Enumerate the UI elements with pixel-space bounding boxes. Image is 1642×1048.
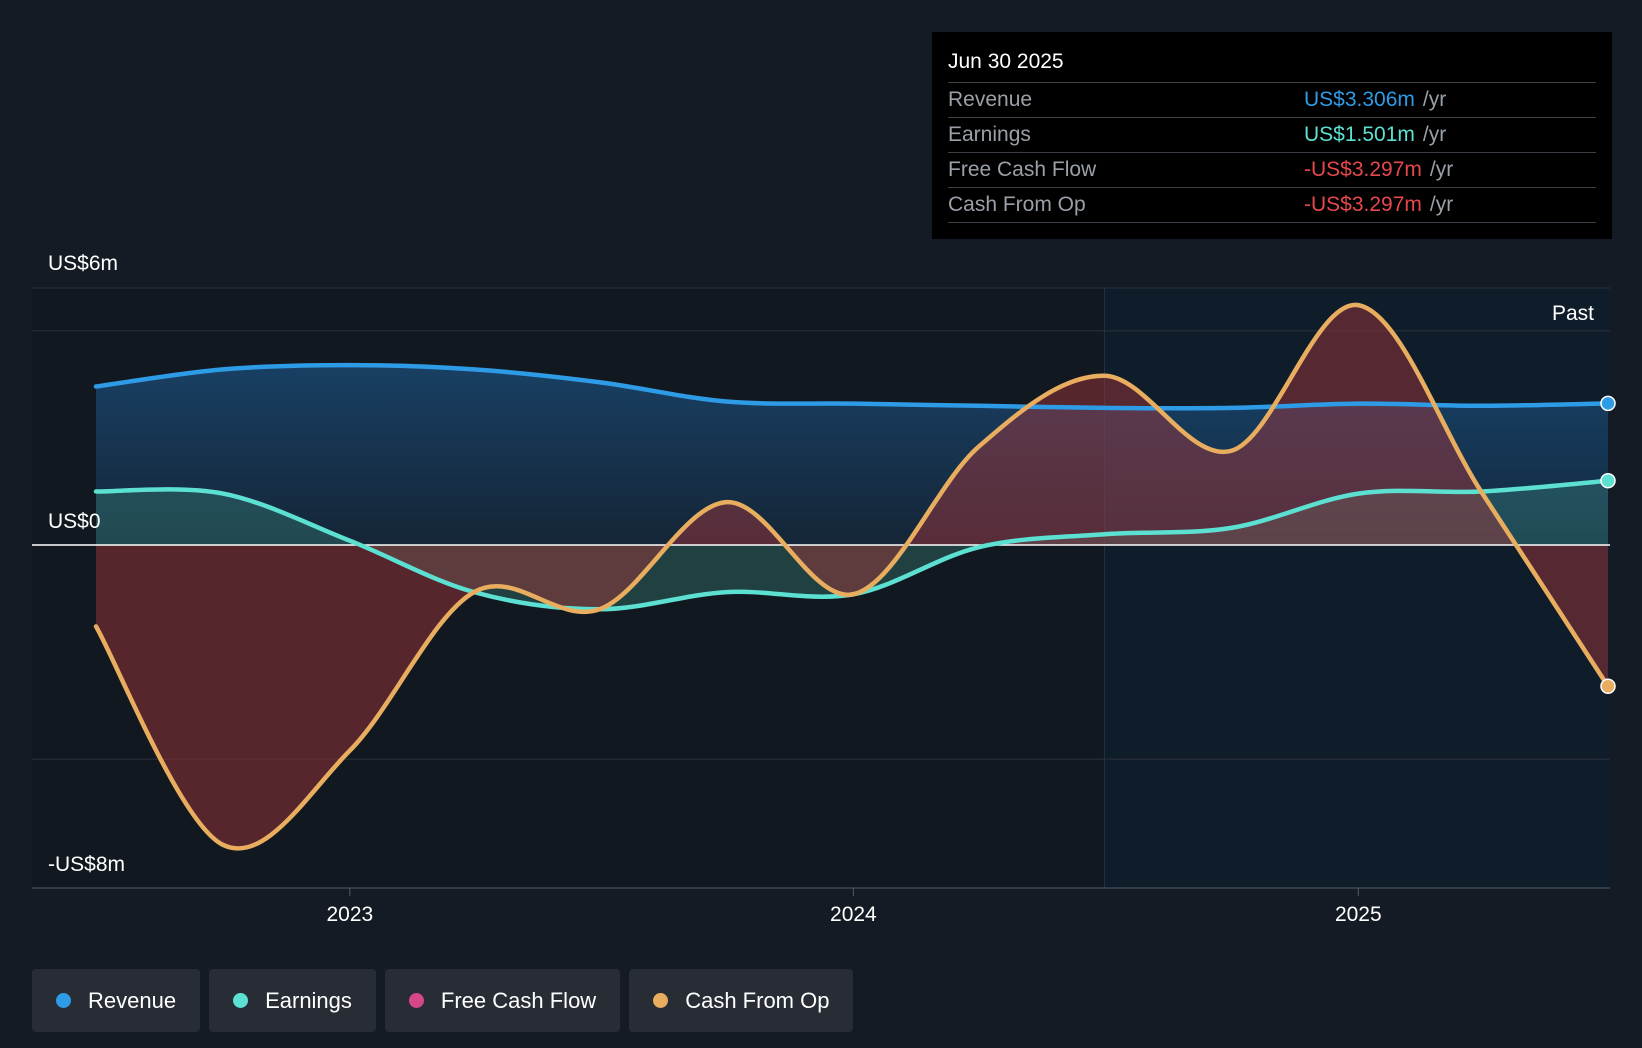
tooltip-row-revenue: Revenue US$3.306m /yr — [948, 83, 1596, 118]
tooltip-unit: /yr — [1429, 193, 1454, 216]
y-label-zero: US$0 — [48, 510, 101, 533]
tooltip-date: Jun 30 2025 — [948, 46, 1596, 83]
y-label-bottom: -US$8m — [48, 853, 126, 876]
legend-label: Free Cash Flow — [440, 987, 597, 1013]
tooltip-value: -US$3.297m — [1304, 193, 1422, 216]
tooltip-unit: /yr — [1422, 88, 1447, 111]
past-label: Past — [1552, 302, 1594, 325]
x-tick-label: 2025 — [1335, 903, 1382, 926]
tooltip: Jun 30 2025 Revenue US$3.306m /yr Earnin… — [932, 32, 1612, 239]
tooltip-row-free-cash-flow: Free Cash Flow -US$3.297m /yr — [948, 153, 1596, 188]
legend-dot-icon — [653, 993, 669, 1008]
legend-label: Earnings — [265, 987, 352, 1013]
legend-item-earnings[interactable]: Earnings — [209, 969, 376, 1032]
tooltip-value: US$3.306m — [1304, 88, 1415, 111]
tooltip-unit: /yr — [1422, 123, 1447, 146]
tooltip-unit: /yr — [1429, 158, 1454, 181]
legend-label: Revenue — [88, 987, 177, 1013]
legend-label: Cash From Op — [685, 987, 830, 1013]
tooltip-label: Cash From Op — [948, 193, 1086, 216]
revenue-end-dot — [1600, 395, 1616, 412]
revenue-line — [93, 362, 1611, 411]
tooltip-row-earnings: Earnings US$1.501m /yr — [948, 118, 1596, 153]
tooltip-value: -US$3.297m — [1304, 158, 1422, 181]
tooltip-label: Earnings — [948, 123, 1031, 146]
x-tick-label: 2023 — [326, 903, 373, 926]
past-region — [1104, 288, 1610, 888]
cash-from-op-line — [93, 302, 1611, 851]
legend-dot-icon — [56, 993, 71, 1008]
y-label-top: US$6m — [48, 252, 119, 275]
legend-item-free-cash-flow[interactable]: Free Cash Flow — [384, 969, 621, 1032]
tooltip-row-cash-from-op: Cash From Op -US$3.297m /yr — [948, 188, 1596, 223]
x-tick-label: 2024 — [830, 903, 877, 926]
tooltip-label: Revenue — [948, 88, 1033, 111]
legend-item-revenue[interactable]: Revenue — [32, 969, 201, 1032]
tooltip-value: US$1.501m — [1304, 123, 1415, 146]
earnings-area — [96, 480, 1608, 610]
tooltip-label: Free Cash Flow — [948, 158, 1097, 181]
legend: Revenue Earnings Free Cash Flow Cash Fro… — [32, 969, 854, 1032]
earnings-end-dot — [1600, 472, 1616, 489]
cash-from-op-area — [96, 304, 1608, 849]
legend-dot-icon — [233, 993, 249, 1008]
cash-from-op-end-dot — [1600, 678, 1616, 694]
legend-dot-icon — [408, 993, 424, 1008]
legend-item-cash-from-op[interactable]: Cash From Op — [629, 969, 854, 1032]
